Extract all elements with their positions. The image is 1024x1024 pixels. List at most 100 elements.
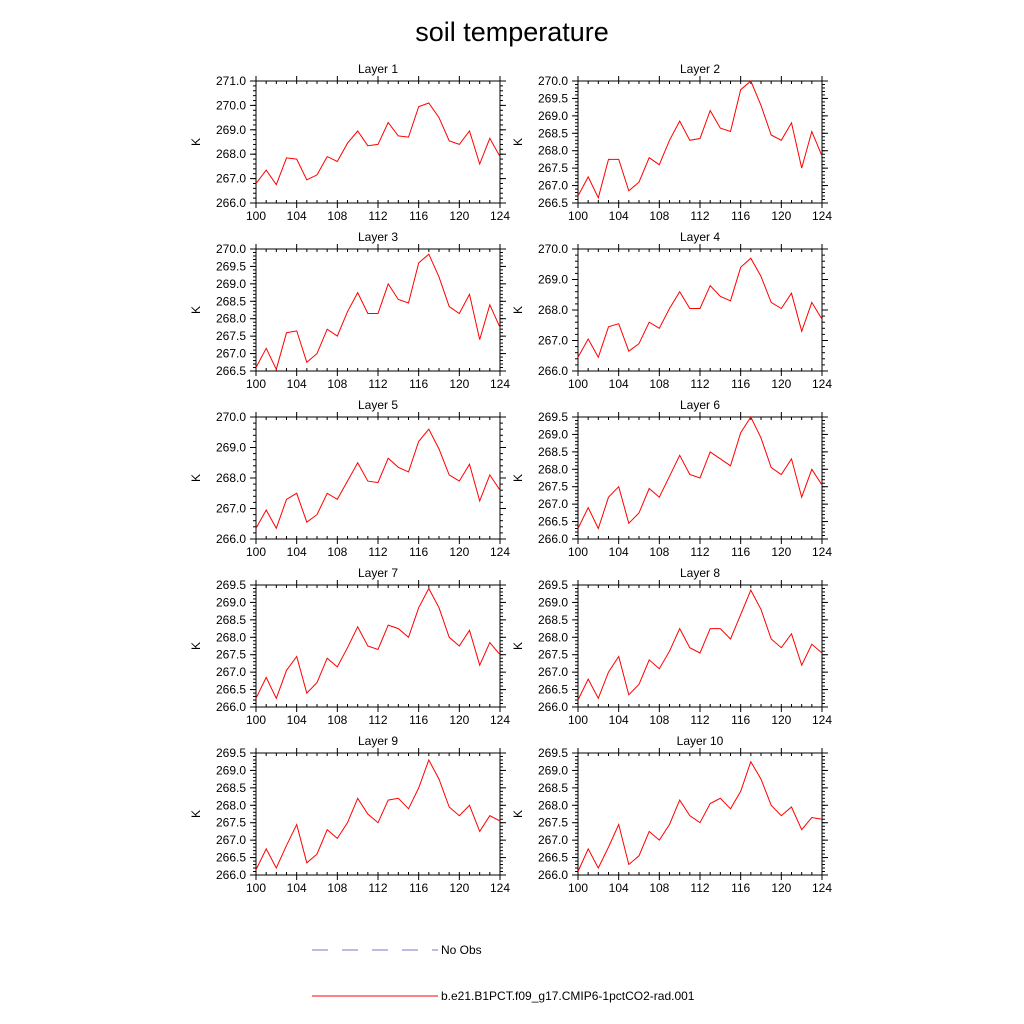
legend-model-label: b.e21.B1PCT.f09_g17.CMIP6-1pctCO2-rad.00…	[441, 989, 695, 1003]
x-tick-label: 124	[490, 209, 510, 223]
x-tick-label: 108	[327, 545, 347, 559]
y-axis-label: K	[511, 642, 525, 650]
y-tick-label: 270.0	[216, 98, 246, 112]
y-tick-label: 266.0	[538, 868, 568, 882]
y-tick-label: 268.5	[216, 613, 246, 627]
panel-title: Layer 3	[358, 230, 398, 244]
x-tick-label: 100	[568, 881, 588, 895]
y-tick-label: 266.0	[216, 196, 246, 210]
x-tick-label: 104	[287, 377, 307, 391]
x-tick-label: 108	[327, 209, 347, 223]
y-tick-label: 268.0	[216, 798, 246, 812]
y-tick-label: 269.5	[538, 91, 568, 105]
y-tick-label: 266.0	[538, 532, 568, 546]
x-tick-label: 112	[368, 881, 387, 895]
y-tick-label: 270.0	[216, 410, 246, 424]
series-line	[255, 428, 501, 530]
panel-title: Layer 4	[680, 230, 720, 244]
x-tick-label: 100	[246, 545, 266, 559]
x-tick-label: 104	[287, 545, 307, 559]
x-tick-label: 116	[409, 545, 428, 559]
series-line	[577, 415, 823, 530]
y-tick-label: 267.0	[216, 172, 246, 186]
y-tick-label: 266.0	[538, 700, 568, 714]
y-axis-label: K	[189, 474, 203, 482]
y-tick-label: 266.5	[216, 851, 246, 865]
y-axis-label: K	[511, 138, 525, 146]
y-tick-label: 266.5	[538, 515, 568, 529]
x-tick-label: 124	[812, 881, 832, 895]
y-tick-label: 268.5	[216, 781, 246, 795]
x-tick-label: 116	[409, 377, 428, 391]
legend-obs-label: No Obs	[441, 943, 482, 957]
series-line	[577, 80, 823, 200]
x-tick-label: 104	[609, 713, 629, 727]
y-tick-label: 269.5	[216, 259, 246, 273]
y-tick-label: 270.0	[538, 242, 568, 256]
y-tick-label: 267.0	[538, 833, 568, 847]
y-tick-label: 267.5	[538, 161, 568, 175]
x-tick-label: 108	[327, 377, 347, 391]
y-tick-label: 270.0	[538, 74, 568, 88]
y-tick-label: 266.5	[538, 196, 568, 210]
y-axis-label: K	[189, 810, 203, 818]
x-tick-label: 124	[812, 713, 832, 727]
x-tick-label: 116	[731, 209, 750, 223]
y-tick-label: 266.0	[216, 868, 246, 882]
y-tick-label: 269.5	[216, 746, 246, 760]
y-tick-label: 267.5	[538, 480, 568, 494]
y-tick-label: 269.5	[538, 578, 568, 592]
y-tick-label: 268.5	[538, 445, 568, 459]
x-tick-label: 100	[568, 545, 588, 559]
x-tick-label: 116	[409, 209, 428, 223]
panel-title: Layer 8	[680, 566, 720, 580]
y-tick-label: 268.0	[216, 312, 246, 326]
y-tick-label: 270.0	[216, 242, 246, 256]
x-tick-label: 124	[812, 545, 832, 559]
y-tick-label: 268.0	[538, 798, 568, 812]
panel-8: Layer 8 K 100 104 108 112 116 120 124 266.0 266.5 2…	[511, 566, 832, 727]
x-tick-label: 100	[568, 713, 588, 727]
legend: No Obs b.e21.B1PCT.f09_g17.CMIP6-1pctCO2…	[312, 943, 695, 1003]
x-tick-label: 112	[690, 545, 709, 559]
y-tick-label: 266.0	[216, 700, 246, 714]
panel-7: Layer 7 K 100 104 108 112 116 120 124 266.0 266.5 2…	[189, 566, 510, 727]
panel-title: Layer 2	[680, 62, 720, 76]
x-tick-label: 116	[731, 881, 750, 895]
panel-10: Layer 10 K 100 104 108 112 116 120 124 266.0 266.5…	[511, 734, 832, 895]
y-tick-label: 268.0	[538, 303, 568, 317]
panel-9: Layer 9 K 100 104 108 112 116 120 124 266.0 266.5 2…	[189, 734, 510, 895]
panel-title: Layer 9	[358, 734, 398, 748]
x-tick-label: 112	[368, 377, 387, 391]
series-line	[577, 257, 823, 359]
x-tick-label: 112	[690, 713, 709, 727]
y-tick-label: 269.0	[538, 109, 568, 123]
panel-3: Layer 3 K 100 104 108 112 116 120 124 266.5 267.0 2…	[189, 230, 510, 391]
y-tick-label: 268.0	[216, 630, 246, 644]
y-tick-label: 269.0	[216, 441, 246, 455]
x-tick-label: 100	[246, 209, 266, 223]
y-tick-label: 266.5	[216, 364, 246, 378]
y-tick-label: 267.0	[538, 497, 568, 511]
x-tick-label: 108	[649, 713, 669, 727]
y-tick-label: 271.0	[216, 74, 246, 88]
figure-title: soil temperature	[415, 17, 609, 47]
y-tick-label: 266.5	[538, 683, 568, 697]
x-tick-label: 100	[568, 377, 588, 391]
y-tick-label: 268.0	[216, 147, 246, 161]
y-tick-label: 269.0	[216, 123, 246, 137]
x-tick-label: 104	[287, 713, 307, 727]
panel-title: Layer 10	[677, 734, 724, 748]
x-tick-label: 100	[568, 209, 588, 223]
x-tick-label: 108	[327, 713, 347, 727]
panel-title: Layer 6	[680, 398, 720, 412]
y-axis-label: K	[511, 306, 525, 314]
series-line	[577, 760, 823, 872]
y-tick-label: 268.0	[538, 144, 568, 158]
y-tick-label: 267.5	[538, 816, 568, 830]
y-tick-label: 267.5	[216, 329, 246, 343]
panel-1: Layer 1 K 100 104 108 112 116 120 124 266.0 267.0 2…	[189, 62, 510, 223]
x-tick-label: 120	[449, 713, 469, 727]
x-tick-label: 116	[731, 377, 750, 391]
